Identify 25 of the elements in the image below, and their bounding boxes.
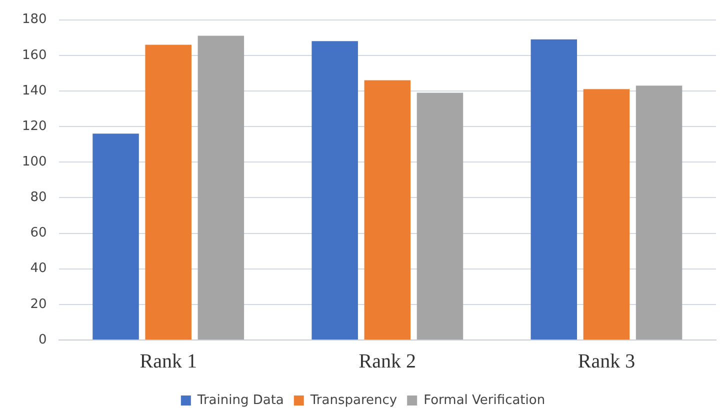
y-tick-label: 40 bbox=[30, 261, 47, 276]
y-tick-label: 80 bbox=[30, 190, 47, 206]
y-tick-label: 100 bbox=[22, 154, 47, 170]
y-tick-label: 180 bbox=[22, 12, 47, 28]
bar bbox=[312, 41, 358, 340]
x-tick-label: Rank 1 bbox=[140, 350, 197, 372]
y-tick-label: 120 bbox=[22, 118, 47, 134]
bar bbox=[583, 89, 630, 340]
y-tick-label: 160 bbox=[22, 48, 47, 63]
x-tick-label: Rank 3 bbox=[578, 350, 636, 372]
y-tick-label: 140 bbox=[22, 83, 47, 98]
bar bbox=[364, 80, 411, 340]
bar bbox=[92, 134, 139, 340]
x-tick-label: Rank 2 bbox=[358, 350, 416, 372]
y-tick-label: 60 bbox=[30, 226, 47, 241]
bar bbox=[198, 36, 244, 340]
y-tick-label: 0 bbox=[38, 332, 47, 348]
bar bbox=[636, 86, 682, 340]
legend-label: Transparency bbox=[309, 392, 398, 408]
legend-label: Formal Verification bbox=[424, 392, 546, 408]
bar bbox=[145, 44, 192, 340]
y-tick-label: 20 bbox=[30, 296, 47, 312]
legend-label: Training Data bbox=[196, 392, 284, 408]
bar bbox=[530, 39, 578, 340]
bar bbox=[416, 92, 464, 340]
